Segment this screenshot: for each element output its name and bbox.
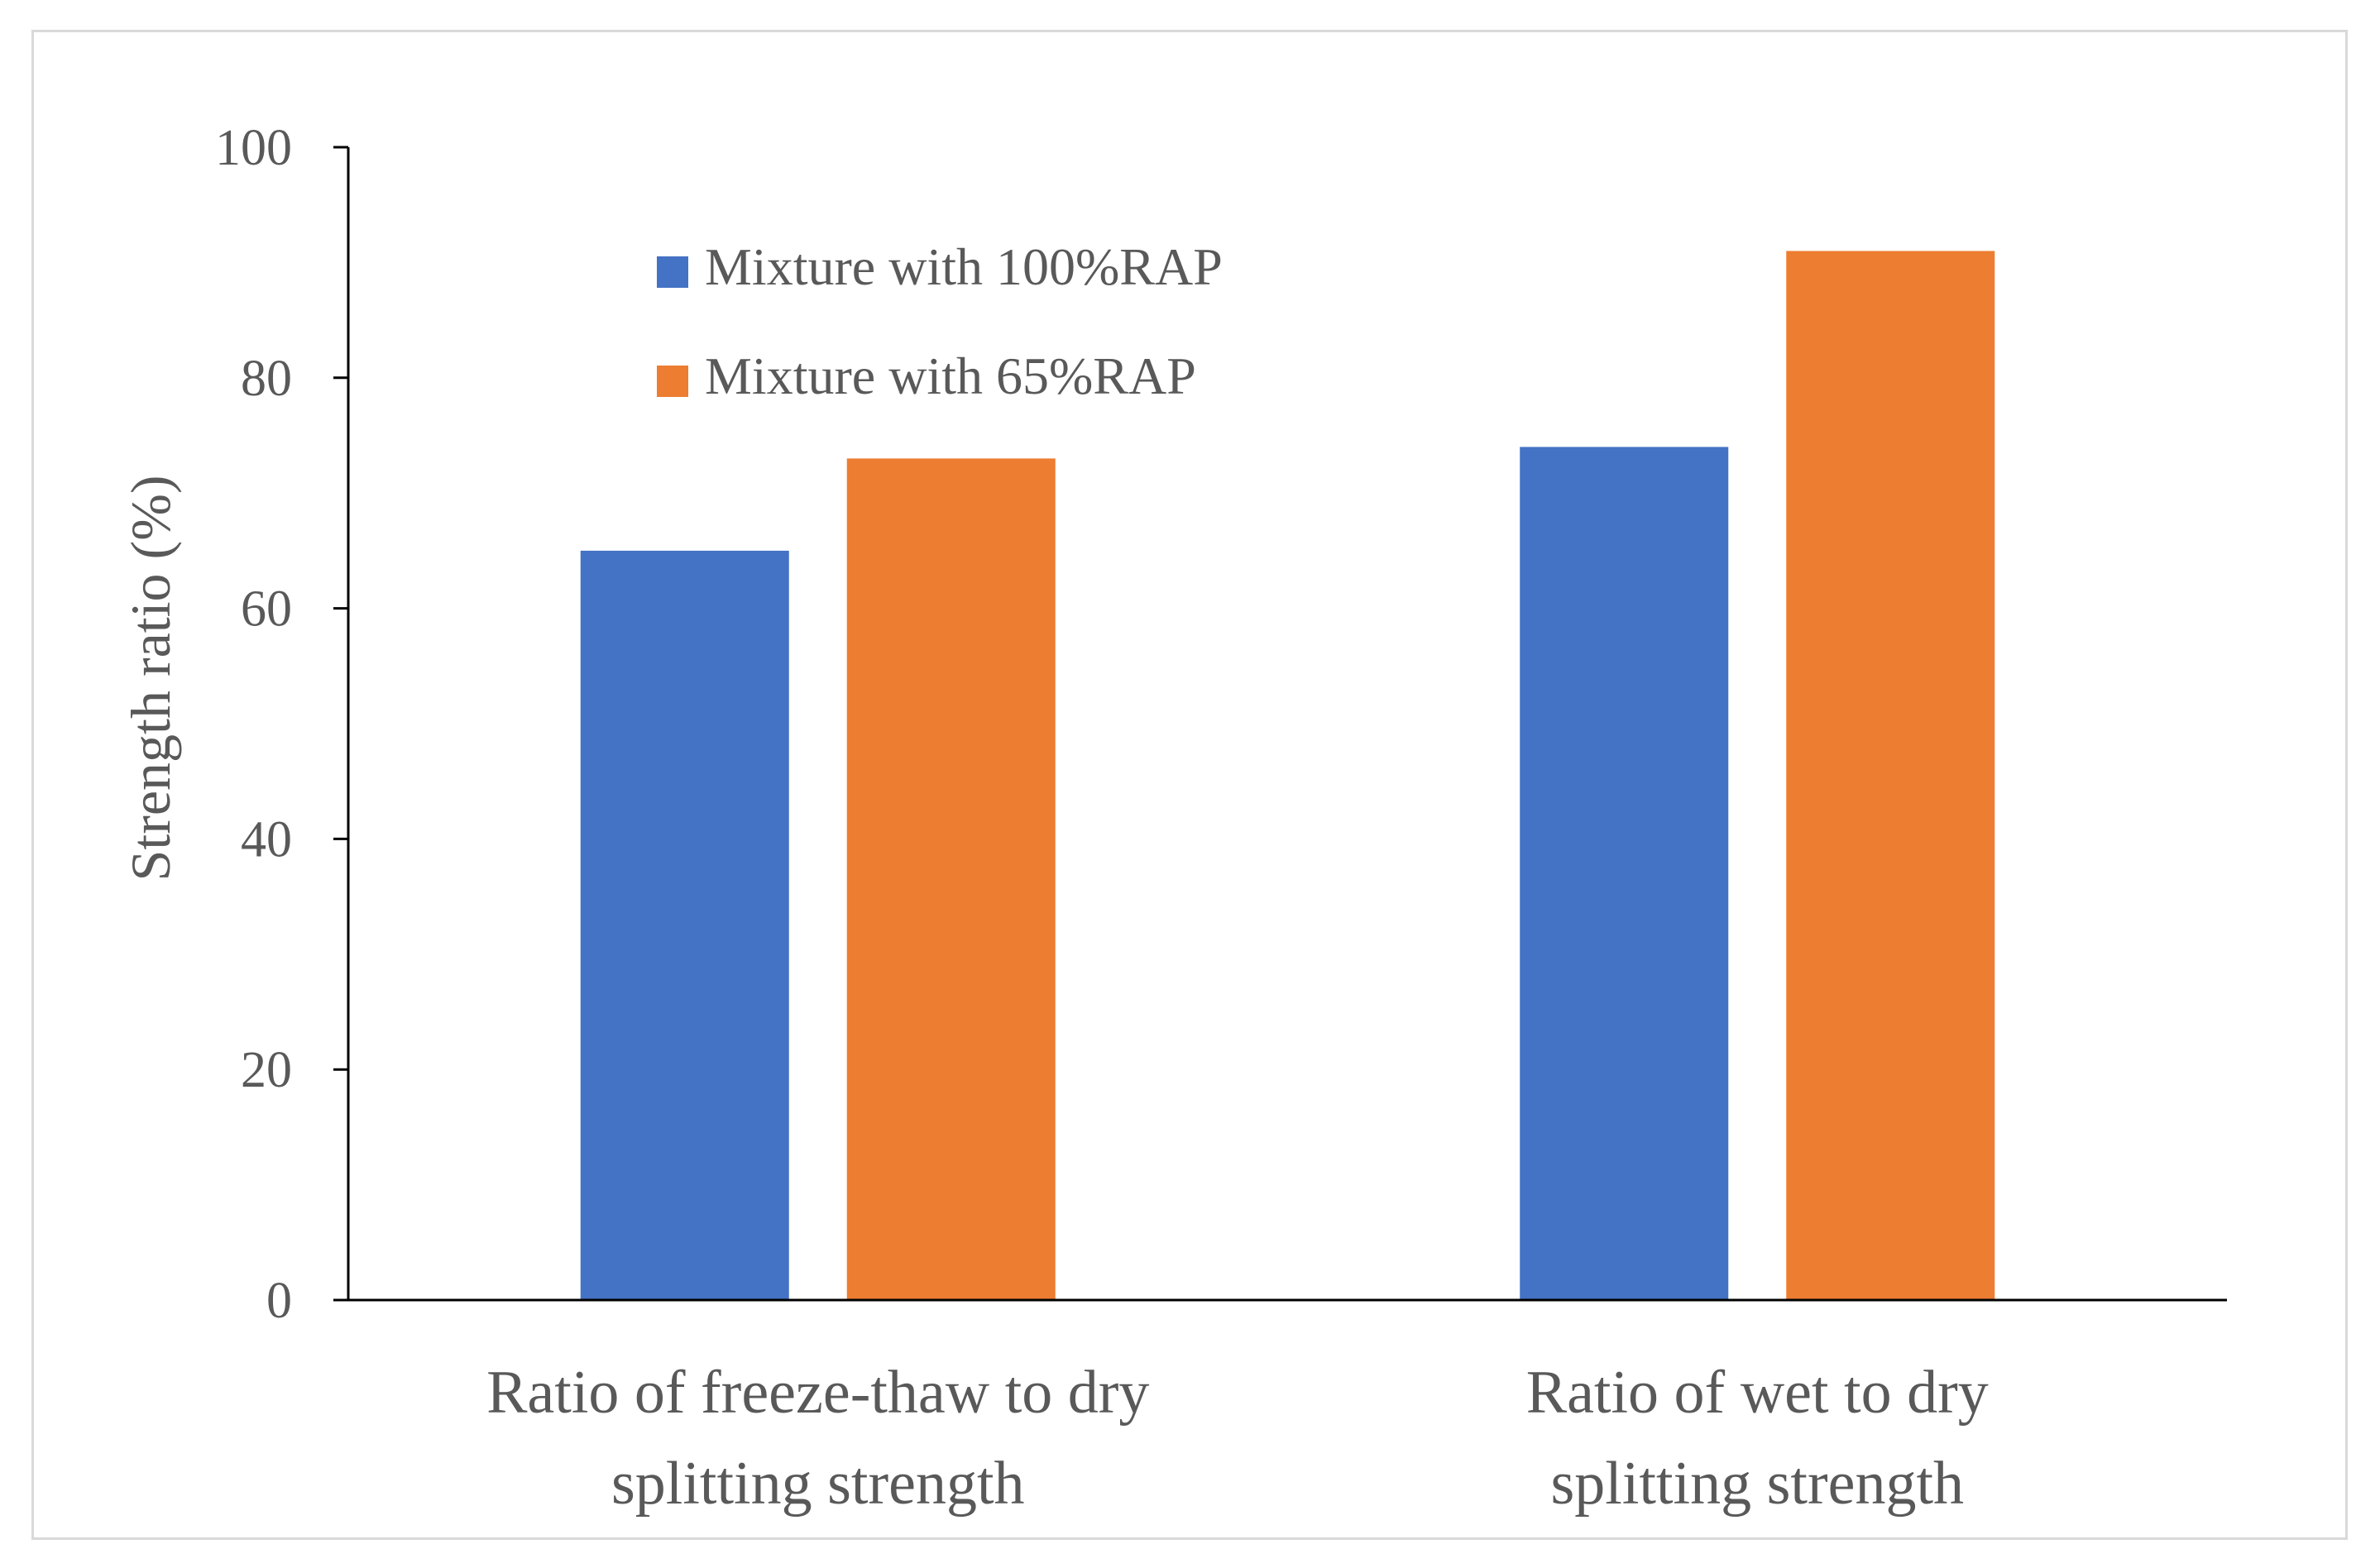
bar-series2-cat2 [1786, 251, 1995, 1301]
y-axis-title: Strength ratio (%) [119, 476, 182, 882]
bars-layer [580, 251, 1995, 1301]
legend-swatch [657, 366, 688, 397]
y-tick-label: 40 [241, 811, 292, 868]
x-category-label: Ratio of wet to dry [1526, 1359, 1989, 1427]
y-tick-label: 100 [215, 120, 292, 176]
y-tick-label: 80 [241, 351, 292, 407]
bar-series2-cat1 [846, 458, 1056, 1300]
legend-label: Mixture with 100%RAP [705, 237, 1223, 296]
y-ticks: 0 20 40 60 80 100 [215, 120, 348, 1329]
legend: Mixture with 100%RAP Mixture with 65%RAP [657, 237, 1223, 405]
bar-series1-cat1 [580, 550, 789, 1300]
y-tick-label: 0 [266, 1273, 292, 1329]
x-category-label: splitting strength [611, 1450, 1025, 1518]
bar-series1-cat2 [1520, 447, 1729, 1301]
x-category-label: Ratio of freeze-thaw to dry [486, 1359, 1149, 1427]
y-tick-label: 60 [241, 581, 292, 638]
legend-swatch [657, 256, 688, 288]
legend-label: Mixture with 65%RAP [705, 347, 1196, 405]
axes-layer [347, 147, 2227, 1302]
y-tick-label: 20 [241, 1042, 292, 1098]
x-category-labels: Ratio of freeze-thaw to dry splitting str… [486, 1359, 1989, 1518]
x-category-label: splitting strength [1551, 1450, 1965, 1518]
